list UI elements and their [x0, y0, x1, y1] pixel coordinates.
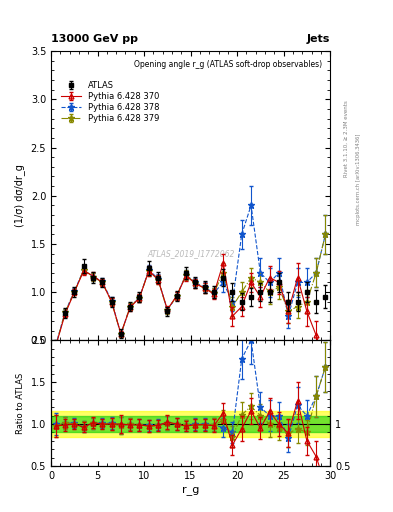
- Y-axis label: (1/σ) dσ/dr_g: (1/σ) dσ/dr_g: [14, 164, 25, 227]
- Text: 13000 GeV pp: 13000 GeV pp: [51, 33, 138, 44]
- Text: Jets: Jets: [307, 33, 330, 44]
- Text: Rivet 3.1.10, ≥ 2.3M events: Rivet 3.1.10, ≥ 2.3M events: [344, 100, 349, 177]
- Text: mcplots.cern.ch [arXiv:1306.3436]: mcplots.cern.ch [arXiv:1306.3436]: [356, 134, 361, 225]
- Legend: ATLAS, Pythia 6.428 370, Pythia 6.428 378, Pythia 6.428 379: ATLAS, Pythia 6.428 370, Pythia 6.428 37…: [58, 78, 162, 126]
- Y-axis label: Ratio to ATLAS: Ratio to ATLAS: [16, 372, 25, 434]
- Bar: [51, 416, 330, 432]
- Bar: [51, 411, 330, 437]
- Text: Opening angle r_g (ATLAS soft-drop observables): Opening angle r_g (ATLAS soft-drop obser…: [134, 60, 322, 69]
- Text: ATLAS_2019_I1772062: ATLAS_2019_I1772062: [147, 249, 234, 258]
- X-axis label: r_g: r_g: [182, 486, 199, 496]
